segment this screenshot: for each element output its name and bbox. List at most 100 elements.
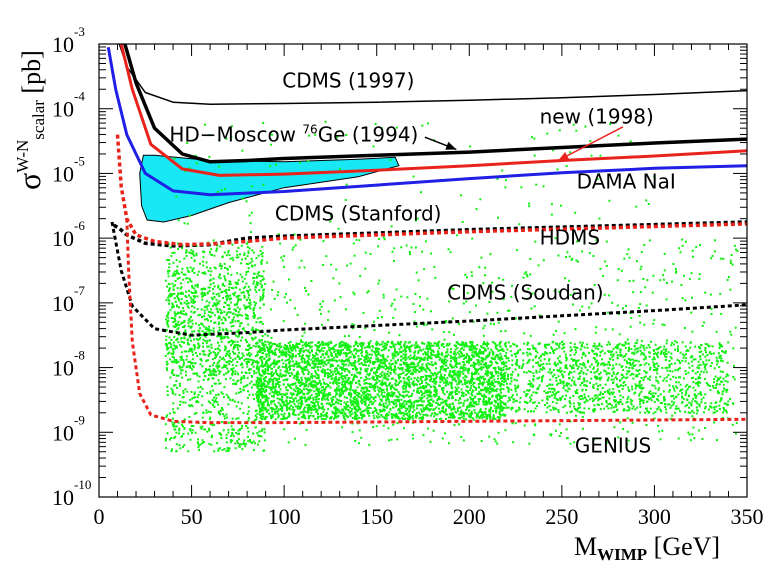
scatter-point	[310, 389, 313, 392]
scatter-point	[483, 411, 486, 414]
scatter-point	[225, 353, 228, 355]
scatter-point	[311, 349, 313, 352]
scatter-point	[708, 359, 711, 362]
scatter-point	[196, 285, 199, 288]
scatter-point	[484, 343, 486, 346]
scatter-point	[295, 361, 298, 364]
scatter-point	[257, 404, 260, 407]
scatter-point	[176, 328, 179, 331]
scatter-point	[710, 402, 713, 405]
scatter-point	[261, 370, 264, 373]
scatter-point	[273, 343, 276, 346]
scatter-point	[171, 302, 174, 305]
scatter-point	[461, 354, 464, 357]
scatter-point	[499, 400, 502, 403]
scatter-point	[260, 386, 263, 388]
scatter-point	[262, 395, 265, 398]
scatter-point	[278, 375, 281, 378]
scatter-point	[257, 329, 260, 332]
scatter-point	[444, 384, 447, 387]
scatter-point	[354, 343, 357, 346]
scatter-point	[176, 287, 179, 290]
scatter-point	[429, 404, 432, 407]
scatter-point	[487, 401, 490, 404]
scatter-point	[206, 308, 209, 311]
scatter-point	[191, 364, 194, 367]
scatter-point	[166, 390, 169, 393]
scatter-point	[235, 380, 238, 383]
scatter-point	[431, 380, 434, 383]
scatter-point	[209, 351, 212, 354]
scatter-point	[482, 363, 485, 366]
scatter-point	[321, 389, 323, 392]
scatter-point	[173, 270, 176, 273]
scatter-point	[337, 388, 340, 391]
scatter-point	[380, 393, 383, 396]
scatter-point	[350, 407, 353, 410]
scatter-point	[348, 349, 351, 352]
scatter-point	[443, 411, 446, 414]
scatter-point	[504, 354, 507, 357]
scatter-point	[445, 344, 448, 347]
scatter-point	[264, 386, 267, 389]
scatter-point	[354, 392, 357, 395]
scatter-point	[438, 403, 441, 406]
scatter-point	[321, 371, 324, 374]
scatter-point	[269, 351, 272, 353]
scatter-point	[361, 410, 364, 413]
scatter-point	[429, 376, 432, 379]
scatter-point	[488, 410, 491, 413]
scatter-point	[246, 384, 249, 387]
scatter-point	[358, 349, 360, 352]
scatter-point	[490, 376, 493, 379]
scatter-point	[370, 369, 372, 372]
scatter-point	[255, 418, 258, 421]
scatter-point	[356, 405, 359, 407]
scatter-point	[380, 400, 383, 402]
scatter-point	[472, 389, 475, 392]
scatter-point	[255, 416, 258, 419]
scatter-point	[396, 400, 399, 403]
scatter-point	[342, 344, 345, 347]
scatter-point	[297, 399, 300, 402]
scatter-point	[343, 370, 346, 373]
scatter-point	[314, 404, 317, 407]
scatter-point	[197, 314, 200, 317]
scatter-point	[338, 382, 341, 385]
scatter-point	[502, 376, 505, 379]
scatter-point	[200, 308, 203, 311]
scatter-point	[489, 385, 492, 388]
scatter-point	[285, 345, 288, 348]
scatter-point	[493, 389, 496, 391]
scatter-point	[402, 353, 405, 356]
scatter-point	[224, 345, 227, 348]
scatter-point	[235, 417, 238, 420]
scatter-point	[489, 360, 492, 363]
scatter-point	[291, 373, 294, 376]
scatter-point	[366, 397, 369, 400]
scatter-point	[317, 349, 320, 352]
scatter-point	[237, 344, 240, 347]
scatter-point	[232, 371, 234, 374]
scatter-point	[492, 416, 495, 419]
scatter-point	[444, 378, 446, 381]
scatter-point	[297, 364, 300, 367]
scatter-point	[297, 417, 300, 420]
scatter-point	[419, 359, 422, 362]
scatter-point	[208, 368, 211, 371]
scatter-point	[418, 411, 421, 414]
scatter-point	[437, 344, 440, 347]
scatter-point	[327, 372, 329, 375]
scatter-point	[345, 380, 348, 383]
scatter-point	[422, 375, 425, 378]
scatter-point	[229, 441, 232, 444]
scatter-point	[428, 394, 431, 397]
scatter-point	[433, 389, 436, 392]
scatter-point	[446, 404, 449, 407]
scatter-point	[226, 294, 229, 297]
scatter-point	[229, 280, 232, 283]
scatter-point	[261, 365, 264, 368]
scatter-point	[204, 287, 207, 290]
scatter-point	[399, 343, 402, 346]
scatter-point	[265, 398, 268, 401]
